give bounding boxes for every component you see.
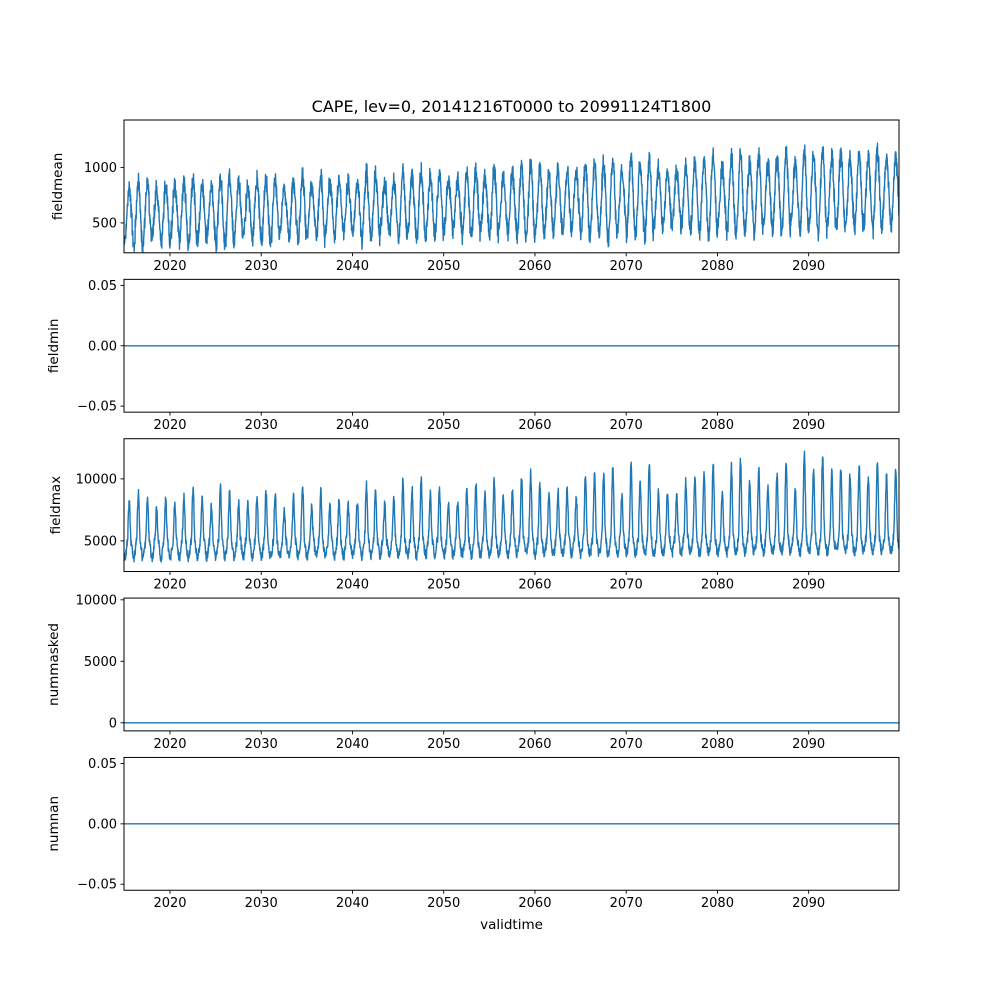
y-tick-label: 0.05: [88, 279, 117, 294]
x-tick-label: 2020: [153, 737, 186, 752]
x-axis-label: validtime: [480, 917, 543, 933]
x-tick-label: 2060: [518, 418, 551, 433]
subplot-fieldmean: 500 1000 2020 2030 2040 2050 2060 2070 2080 2090: [84, 119, 900, 274]
x-tick-label: 2050: [427, 737, 460, 752]
x-tick-label: 2030: [245, 896, 278, 911]
y-tick-label: 5000: [84, 655, 117, 670]
x-tick-label: 2030: [245, 578, 278, 593]
x-tick-label: 2040: [336, 578, 369, 593]
x-tick-label: 2080: [701, 418, 734, 433]
x-tick-label: 2050: [427, 578, 460, 593]
x-tick-label: 2080: [701, 578, 734, 593]
x-tick-label: 2040: [336, 896, 369, 911]
x-tick-label: 2030: [245, 737, 278, 752]
x-tick-label: 2030: [245, 259, 278, 274]
x-tick-label: 2040: [336, 418, 369, 433]
x-tick-label: 2090: [792, 418, 825, 433]
x-tick-label: 2040: [336, 259, 369, 274]
y-tick-label: 10000: [76, 472, 117, 487]
x-tick-label: 2090: [792, 578, 825, 593]
y-axis-label-fieldmean: fieldmean: [50, 153, 66, 220]
x-tick-label: 2060: [518, 896, 551, 911]
x-tick-label: 2070: [610, 418, 643, 433]
x-tick-label: 2080: [701, 737, 734, 752]
x-tick-label: 2020: [153, 418, 186, 433]
subplot-numnan: −0.05 0.00 0.05 2020 2030 2040 2050 2060 2070 208…: [77, 756, 900, 911]
x-tick-label: 2080: [701, 259, 734, 274]
x-tick-label: 2060: [518, 578, 551, 593]
x-tick-label: 2050: [427, 896, 460, 911]
x-tick-label: 2060: [518, 259, 551, 274]
subplot-nummasked: 0 5000 10000 2020 2030 2040 2050 2060 2070 2080 20…: [76, 593, 900, 752]
x-tick-label: 2090: [792, 259, 825, 274]
x-tick-label: 2040: [336, 737, 369, 752]
x-tick-label: 2050: [427, 418, 460, 433]
x-tick-label: 2020: [153, 259, 186, 274]
x-tick-label: 2060: [518, 737, 551, 752]
series-line-fieldmax: [124, 450, 899, 563]
x-tick-label: 2070: [610, 259, 643, 274]
y-tick-label: 500: [92, 216, 117, 231]
subplot-fieldmax: 5000 10000 2020 2030 2040 2050 2060 2070 2080 209…: [76, 438, 900, 593]
y-tick-label: −0.05: [77, 878, 117, 893]
series-line-fieldmean: [124, 142, 899, 253]
x-tick-label: 2070: [610, 896, 643, 911]
axes-frame: [123, 597, 900, 732]
y-tick-label: 5000: [84, 534, 117, 549]
x-tick-label: 2030: [245, 418, 278, 433]
y-tick-label: 10000: [76, 593, 117, 608]
axes-frame: [123, 119, 900, 254]
y-axis-label-numnan: numnan: [46, 796, 62, 852]
x-tick-label: 2070: [610, 578, 643, 593]
y-tick-label: 0: [109, 716, 117, 731]
x-tick-label: 2090: [792, 896, 825, 911]
y-axis-label-nummasked: nummasked: [46, 623, 62, 706]
y-axis-label-fieldmin: fieldmin: [46, 319, 62, 374]
y-tick-label: 0.05: [88, 757, 117, 772]
x-tick-label: 2070: [610, 737, 643, 752]
y-tick-label: −0.05: [77, 400, 117, 415]
subplot-fieldmin: −0.05 0.00 0.05 2020 2030 2040 2050 2060 2070 208…: [77, 278, 900, 433]
x-tick-label: 2080: [701, 896, 734, 911]
x-tick-label: 2020: [153, 578, 186, 593]
y-tick-label: 0.00: [88, 817, 117, 832]
y-tick-label: 1000: [84, 161, 117, 176]
x-tick-label: 2050: [427, 259, 460, 274]
chart-title: CAPE, lev=0, 20141216T0000 to 20991124T1…: [312, 97, 712, 116]
y-tick-label: 0.00: [88, 339, 117, 354]
x-tick-label: 2020: [153, 896, 186, 911]
x-tick-label: 2090: [792, 737, 825, 752]
axes-frame: [123, 438, 900, 573]
y-axis-label-fieldmax: fieldmax: [48, 476, 64, 535]
